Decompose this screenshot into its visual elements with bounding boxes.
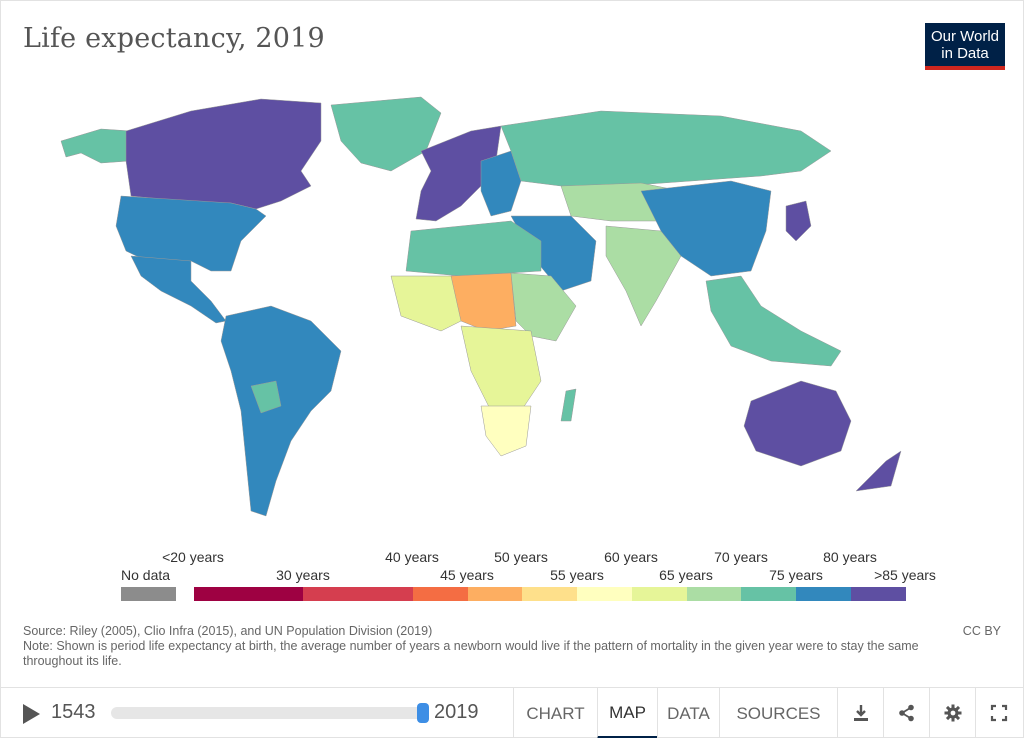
legend-nodata-label: No data [121,567,171,583]
region-alaska [60,128,132,164]
share-icon [899,704,914,722]
controls-bar: 1543 2019 CHART MAP DATA SOURCES [1,687,1024,738]
timeline-end-year: 2019 [434,701,479,723]
legend-bottom-label: 65 years [659,567,713,583]
fullscreen-icon [990,704,1008,722]
region-new-zealand [855,450,902,492]
world-map[interactable] [41,91,961,531]
legend-bin-swatch[interactable] [577,587,632,601]
region-russia [500,110,832,187]
source-note: Source: Riley (2005), Clio Infra (2015),… [23,624,963,669]
region-bolivia [250,380,282,414]
logo-line1: Our World [930,28,1000,45]
region-australia [743,380,852,467]
legend-bin-swatch[interactable] [796,587,851,601]
download-icon [854,705,868,721]
legend-bin-swatch[interactable] [194,587,303,601]
legend-bin-swatch[interactable] [303,587,413,601]
legend-bin-swatch[interactable] [851,587,906,601]
legend-bin-swatch[interactable] [687,587,741,601]
settings-button[interactable] [929,688,975,738]
legend-bottom-label: >85 years [874,567,936,583]
note-text: Note: Shown is period life expectancy at… [23,639,919,668]
region-southeast-asia [705,275,842,367]
legend-top-label: 70 years [714,549,768,565]
legend-top-label: 80 years [823,549,877,565]
timeline-track[interactable] [111,707,427,719]
region-canada [125,98,322,210]
page-title: Life expectancy, 2019 [23,23,325,54]
region-central-africa [460,325,542,412]
legend-nodata-swatch [121,587,176,601]
region-usa [115,195,267,272]
region-south-america [220,305,342,517]
region-east-africa [510,272,577,342]
legend-bin-swatch[interactable] [741,587,796,601]
legend-bin-swatch[interactable] [632,587,687,601]
tab-data[interactable]: DATA [657,688,719,738]
region-west-africa [390,275,472,332]
owid-logo[interactable]: Our World in Data [925,23,1005,70]
license-link[interactable]: CC BY [962,624,1001,638]
legend-bottom-label: 55 years [550,567,604,583]
region-madagascar [560,388,577,422]
logo-line2: in Data [941,45,989,62]
region-china [640,180,772,277]
legend-top-label: 50 years [494,549,548,565]
legend-top-label: 60 years [604,549,658,565]
tab-sources[interactable]: SOURCES [719,688,837,738]
tab-chart[interactable]: CHART [513,688,597,738]
legend-bottom-label: 30 years [276,567,330,583]
legend-bottom-label: 75 years [769,567,823,583]
region-greenland [330,96,442,172]
settings-icon [944,704,962,722]
tab-map[interactable]: MAP [597,688,657,738]
share-button[interactable] [883,688,929,738]
legend-bin-swatch[interactable] [413,587,468,601]
download-button[interactable] [837,688,883,738]
legend-top-label: 40 years [385,549,439,565]
legend-bin-swatch[interactable] [522,587,577,601]
legend-top-label: <20 years [162,549,224,565]
region-north-africa [405,220,542,277]
region-mexico [130,255,227,324]
region-japan [785,200,812,242]
region-western-europe [415,125,502,222]
region-sahel [450,272,517,332]
timeline-start-year: 1543 [51,701,96,723]
fullscreen-button[interactable] [975,688,1024,738]
legend-bottom-label: 45 years [440,567,494,583]
region-southern-africa [480,405,532,457]
legend-bin-swatch[interactable] [468,587,522,601]
play-icon[interactable] [23,704,40,724]
source-text: Source: Riley (2005), Clio Infra (2015),… [23,624,433,638]
timeline-handle[interactable] [417,703,429,723]
map-legend: No data <20 years 40 years 50 years 60 y… [1,549,1024,609]
